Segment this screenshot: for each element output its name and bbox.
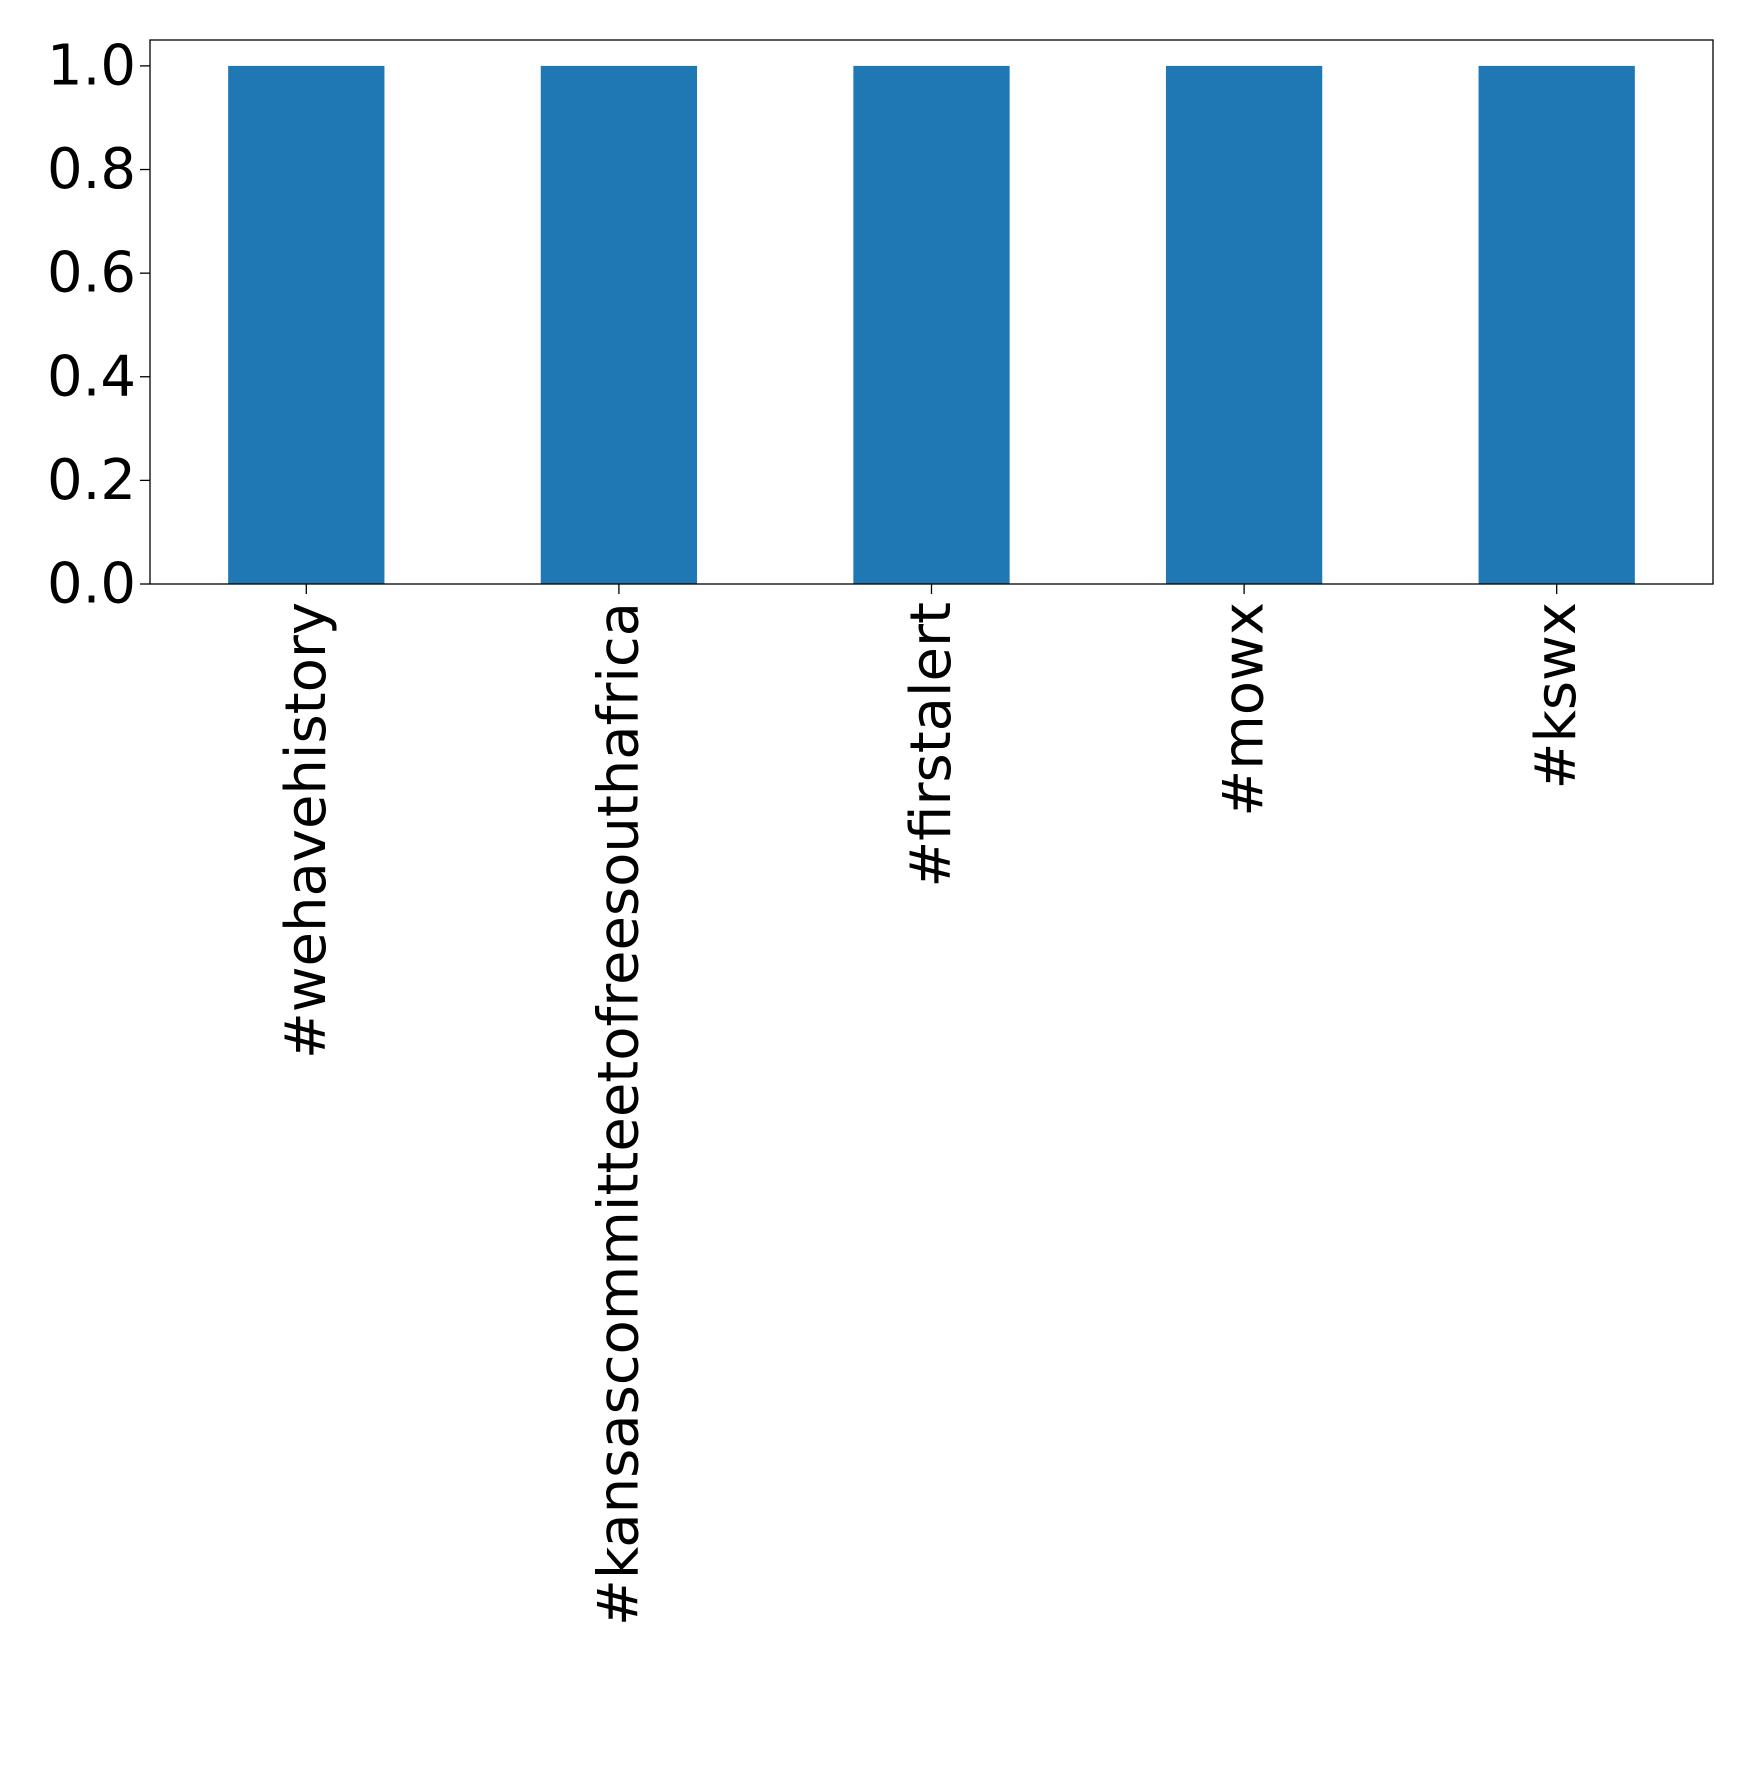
bar-wehavehistory <box>228 65 385 584</box>
bar-kswx <box>1478 65 1635 584</box>
x-axis: #wehavehistory #kansascommitteetofreesout… <box>274 584 1589 1626</box>
x-tick-label: #kansascommitteetofreesouthafrica <box>586 602 651 1626</box>
y-tick-label: 1.0 <box>47 33 136 98</box>
bar-firstalert <box>853 65 1010 584</box>
y-tick-label: 0.0 <box>47 552 136 617</box>
x-tick-label: #mowx <box>1212 602 1277 817</box>
bar-mowx <box>1165 65 1323 584</box>
y-tick-label: 0.8 <box>47 137 136 202</box>
x-tick-label: #wehavehistory <box>274 602 339 1059</box>
x-tick-label: #kswx <box>1524 602 1589 789</box>
y-tick-label: 0.2 <box>47 448 136 513</box>
bars-layer <box>228 65 1635 584</box>
y-tick-label: 0.6 <box>47 241 136 306</box>
x-tick-label: #firstalert <box>899 602 964 888</box>
y-tick-label: 0.4 <box>47 344 136 409</box>
bar-kansascommitteetofreesouthafrica <box>540 65 698 584</box>
y-axis: 0.0 0.2 0.4 0.6 0.8 1.0 <box>47 33 150 617</box>
